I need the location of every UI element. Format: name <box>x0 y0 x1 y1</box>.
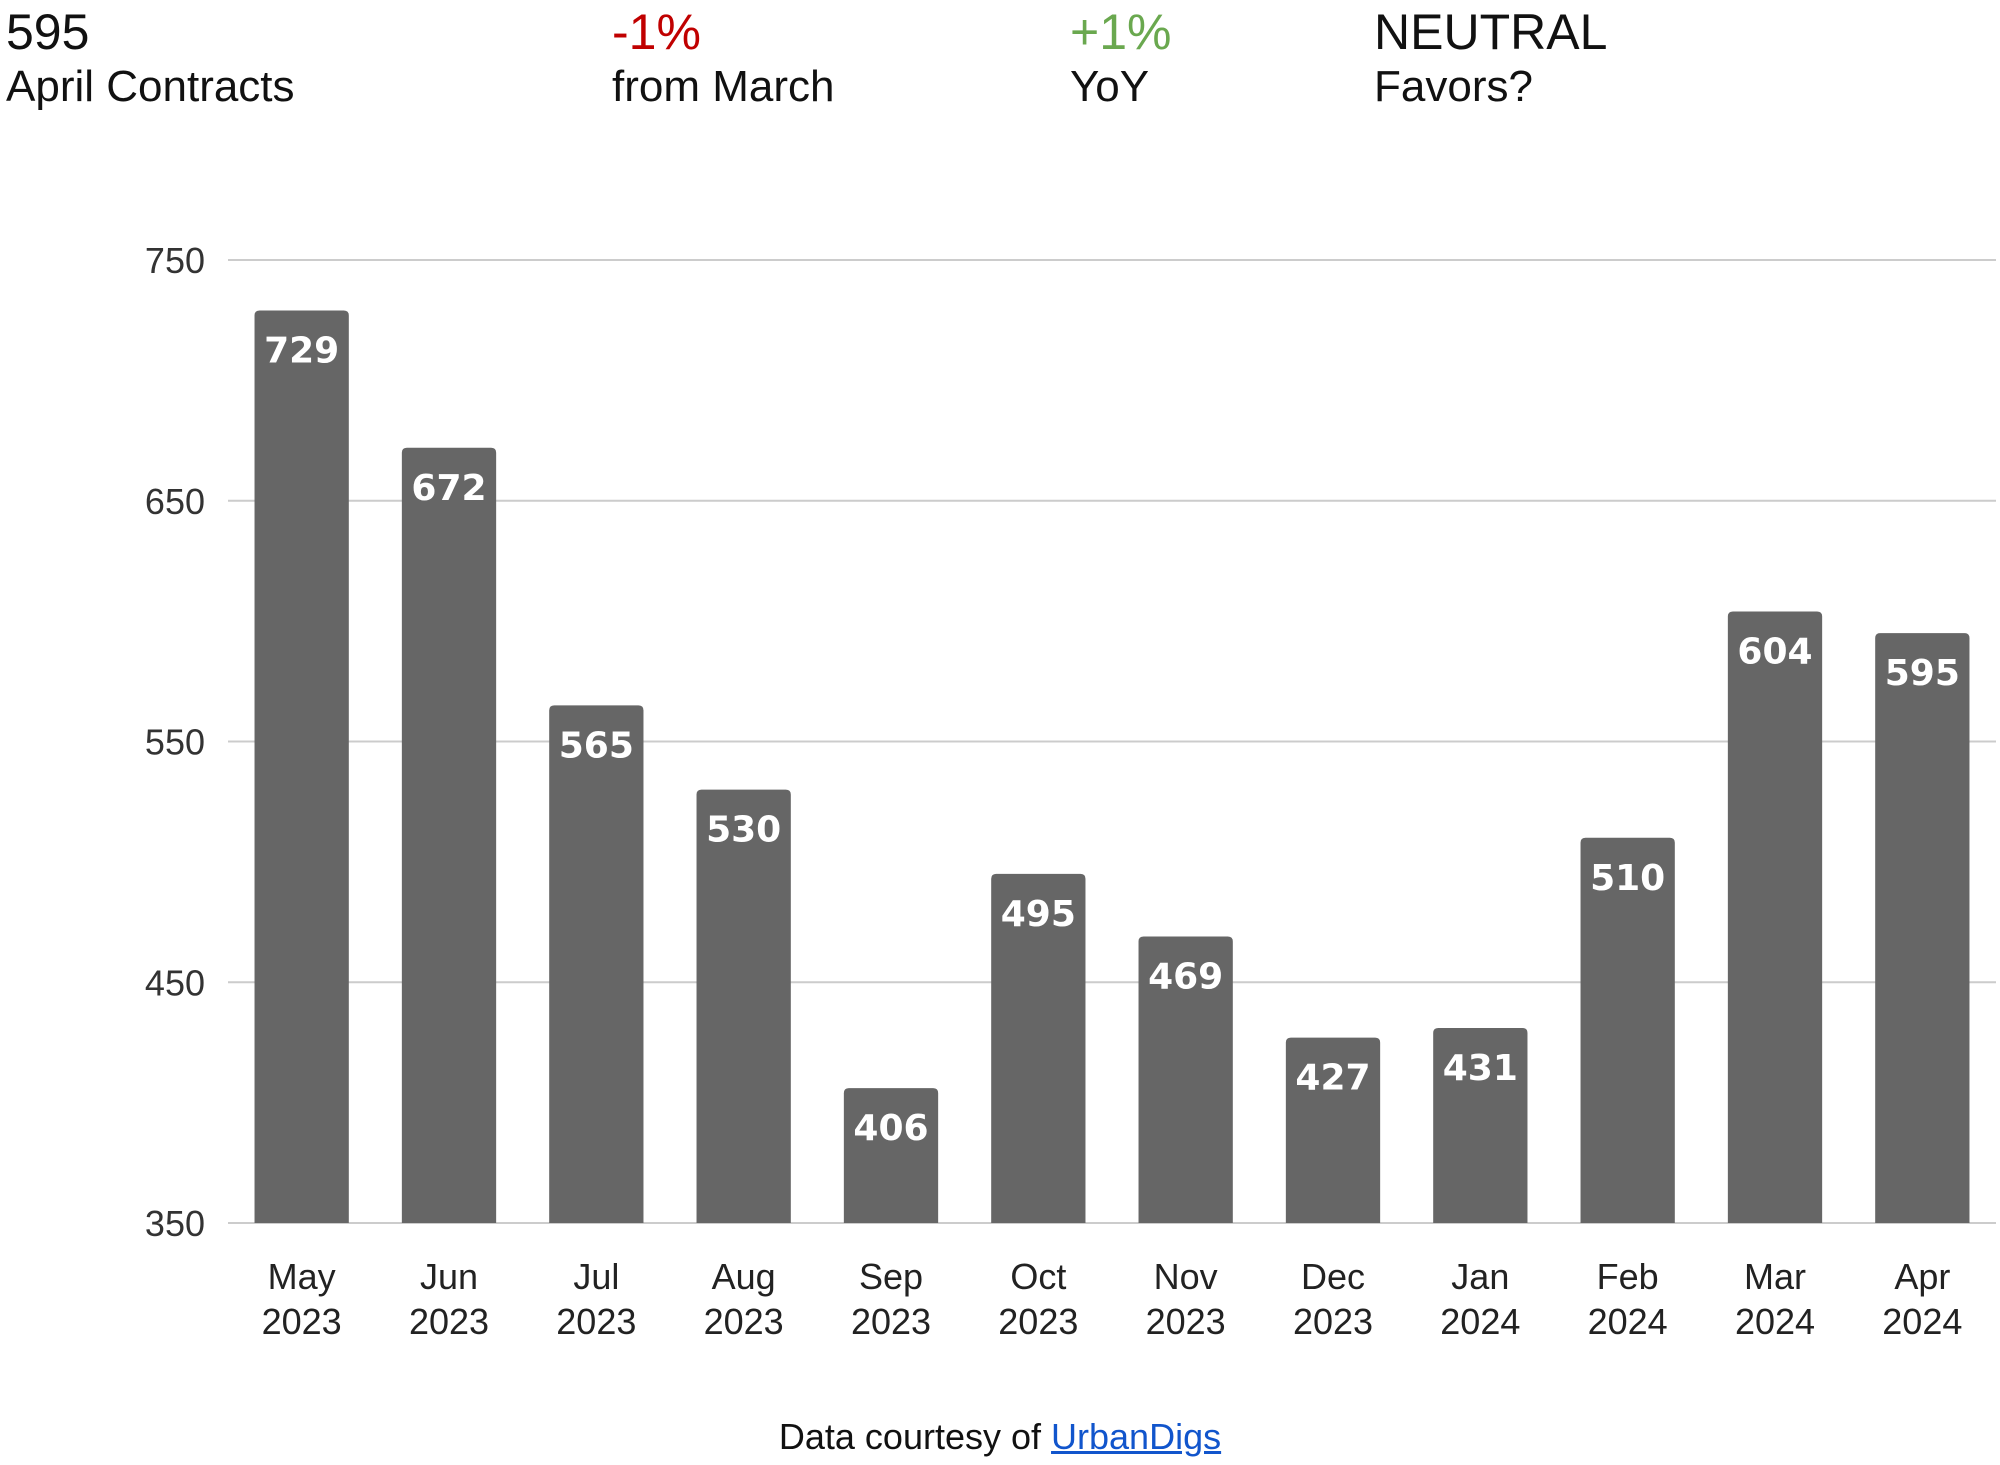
x-tick-month-apr-2024: Apr <box>1894 1256 1950 1297</box>
x-tick-month-oct-2023: Oct <box>1010 1256 1066 1297</box>
x-tick-year-nov-2023: 2023 <box>1146 1301 1226 1342</box>
y-tick-label-450: 450 <box>145 962 205 1003</box>
bar-apr-2024 <box>1875 633 1970 1223</box>
x-tick-month-dec-2023: Dec <box>1301 1256 1365 1297</box>
x-tick-year-jul-2023: 2023 <box>556 1301 636 1342</box>
bar-value-label-apr-2024: 595 <box>1885 653 1960 694</box>
x-tick-year-apr-2024: 2024 <box>1882 1301 1962 1342</box>
x-tick-month-jan-2024: Jan <box>1451 1256 1509 1297</box>
bar-nov-2023 <box>1138 936 1233 1223</box>
bar-mar-2024 <box>1727 611 1823 1223</box>
x-tick-year-may-2023: 2023 <box>262 1301 342 1342</box>
bar-value-label-mar-2024: 604 <box>1737 631 1812 672</box>
y-tick-label-550: 550 <box>145 722 205 763</box>
bar-value-label-nov-2023: 469 <box>1148 957 1223 998</box>
bar-feb-2024 <box>1580 837 1675 1223</box>
x-tick-month-aug-2023: Aug <box>712 1256 776 1297</box>
y-axis-tick-labels: 350 450 550 650 750 <box>145 240 205 1244</box>
bar-oct-2023 <box>991 873 1086 1223</box>
x-tick-year-mar-2024: 2024 <box>1735 1301 1815 1342</box>
x-tick-month-jun-2023: Jun <box>420 1256 478 1297</box>
bar-aug-2023 <box>696 789 791 1223</box>
x-tick-year-oct-2023: 2023 <box>998 1301 1078 1342</box>
bar-may-2023 <box>254 310 349 1223</box>
x-tick-year-jun-2023: 2023 <box>409 1301 489 1342</box>
bar-value-label-aug-2023: 530 <box>706 810 781 851</box>
bar-dec-2023 <box>1285 1037 1381 1223</box>
y-tick-label-750: 750 <box>145 240 205 281</box>
x-tick-year-aug-2023: 2023 <box>704 1301 784 1342</box>
stat-value: +1% <box>1070 4 1172 60</box>
stat-value: 595 <box>6 4 90 60</box>
bars <box>254 310 1970 1223</box>
data-credit: Data courtesy of UrbanDigs <box>0 1415 2000 1459</box>
bar-value-label-sep-2023: 406 <box>853 1108 928 1149</box>
stat-label: April Contracts <box>6 62 295 111</box>
bar-value-label-jan-2024: 431 <box>1443 1048 1518 1089</box>
x-tick-year-jan-2024: 2024 <box>1440 1301 1520 1342</box>
x-tick-month-may-2023: May <box>268 1256 336 1297</box>
urbandigs-link[interactable]: UrbanDigs <box>1051 1416 1222 1457</box>
bar-jan-2024 <box>1433 1027 1528 1223</box>
x-tick-month-feb-2024: Feb <box>1597 1256 1659 1297</box>
stat-april-contracts: 595 April Contracts <box>6 2 295 112</box>
summary-stats: 595 April Contracts -1% from March +1% Y… <box>0 0 2000 130</box>
stat-yoy-change: +1% YoY <box>1070 2 1171 112</box>
stat-favors: NEUTRAL Favors? <box>1374 2 1607 112</box>
x-tick-month-mar-2024: Mar <box>1744 1256 1806 1297</box>
stat-value: NEUTRAL <box>1374 4 1608 60</box>
x-tick-year-dec-2023: 2023 <box>1293 1301 1373 1342</box>
credit-prefix: Data courtesy of <box>778 1416 1052 1457</box>
x-tick-month-sep-2023: Sep <box>859 1256 923 1297</box>
gridlines <box>228 259 1996 1224</box>
x-axis-tick-labels: May2023Jun2023Jul2023Aug2023Sep2023Oct20… <box>262 1256 1963 1342</box>
bar-value-label-jun-2023: 672 <box>411 468 486 509</box>
bar-value-label-oct-2023: 495 <box>1001 894 1076 935</box>
bar-value-label-feb-2024: 510 <box>1590 858 1665 899</box>
bar-jun-2023 <box>401 447 497 1223</box>
bar-value-label-may-2023: 729 <box>264 331 339 372</box>
y-tick-label-650: 650 <box>145 481 205 522</box>
bar-sep-2023 <box>843 1088 939 1223</box>
stat-label: from March <box>612 62 835 111</box>
stat-month-change: -1% from March <box>612 2 834 112</box>
bar-jul-2023 <box>549 705 644 1223</box>
bar-value-labels: 729 672 565 530 406 495 469 427 431 510 604 595 <box>264 331 1960 1150</box>
x-tick-year-feb-2024: 2024 <box>1588 1301 1668 1342</box>
bar-value-label-dec-2023: 427 <box>1295 1058 1370 1099</box>
stat-label: Favors? <box>1374 62 1533 111</box>
contracts-bar-chart: 350 450 550 650 750 729 672 565 530 406 495 469 427… <box>145 240 1996 1342</box>
stat-label: YoY <box>1070 62 1150 111</box>
x-tick-month-nov-2023: Nov <box>1154 1256 1218 1297</box>
y-tick-label-350: 350 <box>145 1203 205 1244</box>
bar-value-label-jul-2023: 565 <box>559 725 634 766</box>
stat-value: -1% <box>612 4 701 60</box>
x-tick-year-sep-2023: 2023 <box>851 1301 931 1342</box>
x-tick-month-jul-2023: Jul <box>573 1256 619 1297</box>
